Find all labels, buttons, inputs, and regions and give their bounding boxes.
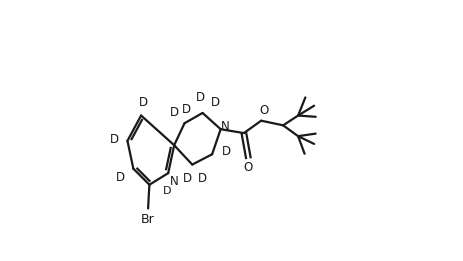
Text: N: N	[221, 120, 230, 133]
Text: D: D	[163, 186, 171, 196]
Text: D: D	[222, 145, 231, 158]
Text: D: D	[182, 103, 191, 116]
Text: D: D	[170, 106, 179, 119]
Text: D: D	[109, 133, 119, 146]
Text: D: D	[116, 171, 125, 184]
Text: D: D	[195, 91, 205, 104]
Text: D: D	[183, 172, 192, 185]
Text: D: D	[198, 172, 207, 185]
Text: N: N	[169, 175, 178, 188]
Text: D: D	[139, 96, 148, 109]
Text: Br: Br	[141, 213, 155, 226]
Text: D: D	[211, 96, 220, 109]
Text: O: O	[260, 104, 269, 117]
Text: O: O	[244, 162, 253, 174]
